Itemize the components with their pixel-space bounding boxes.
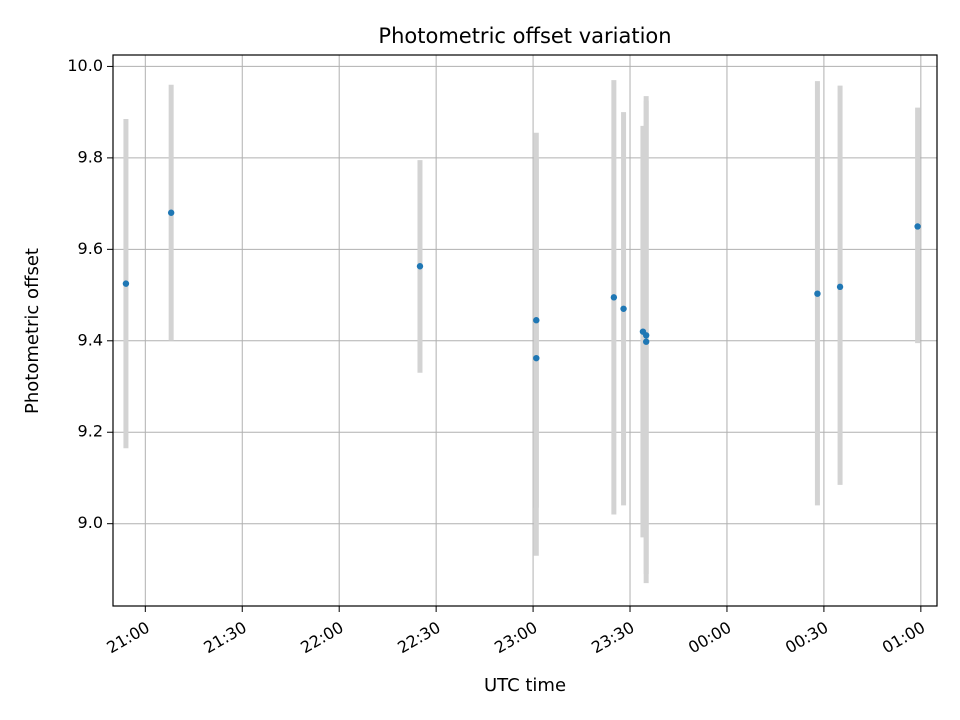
x-axis-label: UTC time [484, 675, 566, 696]
data-point [642, 338, 650, 345]
y-axis: 9.0 9.2 9.4 9.6 9.8 10.0 [67, 56, 113, 532]
data-point [642, 332, 650, 339]
data-point [814, 290, 821, 297]
y-tick-label: 9.6 [78, 239, 103, 258]
y-tick-label: 9.4 [78, 330, 103, 349]
data-point [620, 305, 627, 312]
chart-title: Photometric offset variation [378, 24, 671, 48]
grid [113, 55, 937, 606]
data-point [533, 317, 540, 324]
y-tick-label: 9.0 [78, 513, 103, 532]
y-tick-label: 10.0 [67, 56, 103, 75]
data-point [914, 223, 921, 230]
data-point [416, 263, 424, 270]
data-point [836, 283, 844, 291]
data-point [122, 280, 130, 287]
y-axis-label: Photometric offset [22, 248, 43, 414]
data-point [533, 354, 540, 362]
plot-frame [112, 54, 938, 607]
data-points [122, 209, 921, 362]
y-tick-label: 9.2 [78, 422, 103, 441]
data-point [610, 294, 618, 301]
data-point [167, 209, 175, 216]
y-tick-label: 9.8 [78, 147, 103, 166]
